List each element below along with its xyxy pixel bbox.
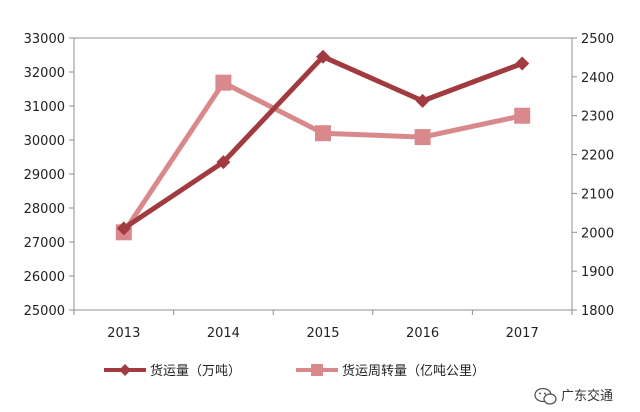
right-tick-label: 2200: [581, 149, 614, 164]
left-tick-label: 29000: [24, 168, 65, 183]
data-point-square: [514, 107, 531, 124]
right-tick-label: 1800: [581, 304, 614, 319]
legend-label-freight-turnover: 货运周转量（亿吨公里）: [342, 363, 485, 379]
legend-item-freight-turnover: 货运周转量（亿吨公里）: [296, 363, 485, 379]
x-tick-label: 2016: [406, 326, 439, 341]
right-tick-label: 2400: [581, 71, 614, 86]
series-layer: [115, 49, 531, 241]
data-point-square: [414, 129, 431, 146]
left-tick-label: 33000: [24, 32, 65, 47]
data-point-diamond: [415, 93, 430, 108]
data-point-diamond: [515, 56, 530, 71]
right-tick-label: 2300: [581, 110, 614, 125]
right-tick-label: 2000: [581, 226, 614, 241]
right-tick-label: 2500: [581, 32, 614, 47]
legend-label-freight-volume: 货运量（万吨）: [150, 363, 241, 379]
legend-item-freight-volume: 货运量（万吨）: [104, 363, 241, 379]
watermark: 广东交通: [534, 387, 613, 405]
legend: 货运量（万吨） 货运周转量（亿吨公里）: [104, 363, 485, 379]
series-1: [115, 74, 531, 241]
data-point-diamond: [316, 49, 330, 64]
series-0: [116, 49, 530, 236]
legend-marker-diamond: [119, 364, 131, 376]
left-tick-label: 25000: [24, 304, 65, 319]
left-tick-label: 32000: [24, 66, 65, 81]
left-tick-label: 27000: [24, 236, 65, 251]
data-point-diamond: [116, 221, 131, 236]
series-line: [121, 80, 525, 235]
data-point-square: [315, 125, 331, 142]
left-tick-label: 31000: [24, 100, 65, 115]
x-axis: 2013 2014 2015 2016 2017: [73, 310, 573, 341]
data-point-diamond: [216, 155, 231, 170]
x-tick-label: 2015: [306, 326, 339, 341]
wechat-icon: [534, 387, 557, 405]
plot-frame: [73, 37, 573, 311]
right-axis: 1800 1900 2000 2100 2200 2300 2400 2500: [572, 32, 614, 319]
left-tick-label: 28000: [24, 202, 65, 217]
data-point-square: [215, 74, 232, 91]
x-tick-label: 2014: [207, 326, 240, 341]
x-tick-label: 2017: [506, 326, 539, 341]
watermark-text: 广东交通: [561, 388, 613, 404]
left-tick-label: 26000: [24, 270, 65, 285]
left-axis: 25000 26000 27000 28000 29000 30000 31000 32000…: [24, 32, 74, 319]
x-tick-label: 2013: [107, 326, 140, 341]
left-tick-label: 30000: [24, 134, 65, 149]
right-tick-label: 2100: [581, 187, 614, 202]
right-tick-label: 1900: [581, 265, 614, 280]
legend-marker-square: [311, 364, 323, 376]
